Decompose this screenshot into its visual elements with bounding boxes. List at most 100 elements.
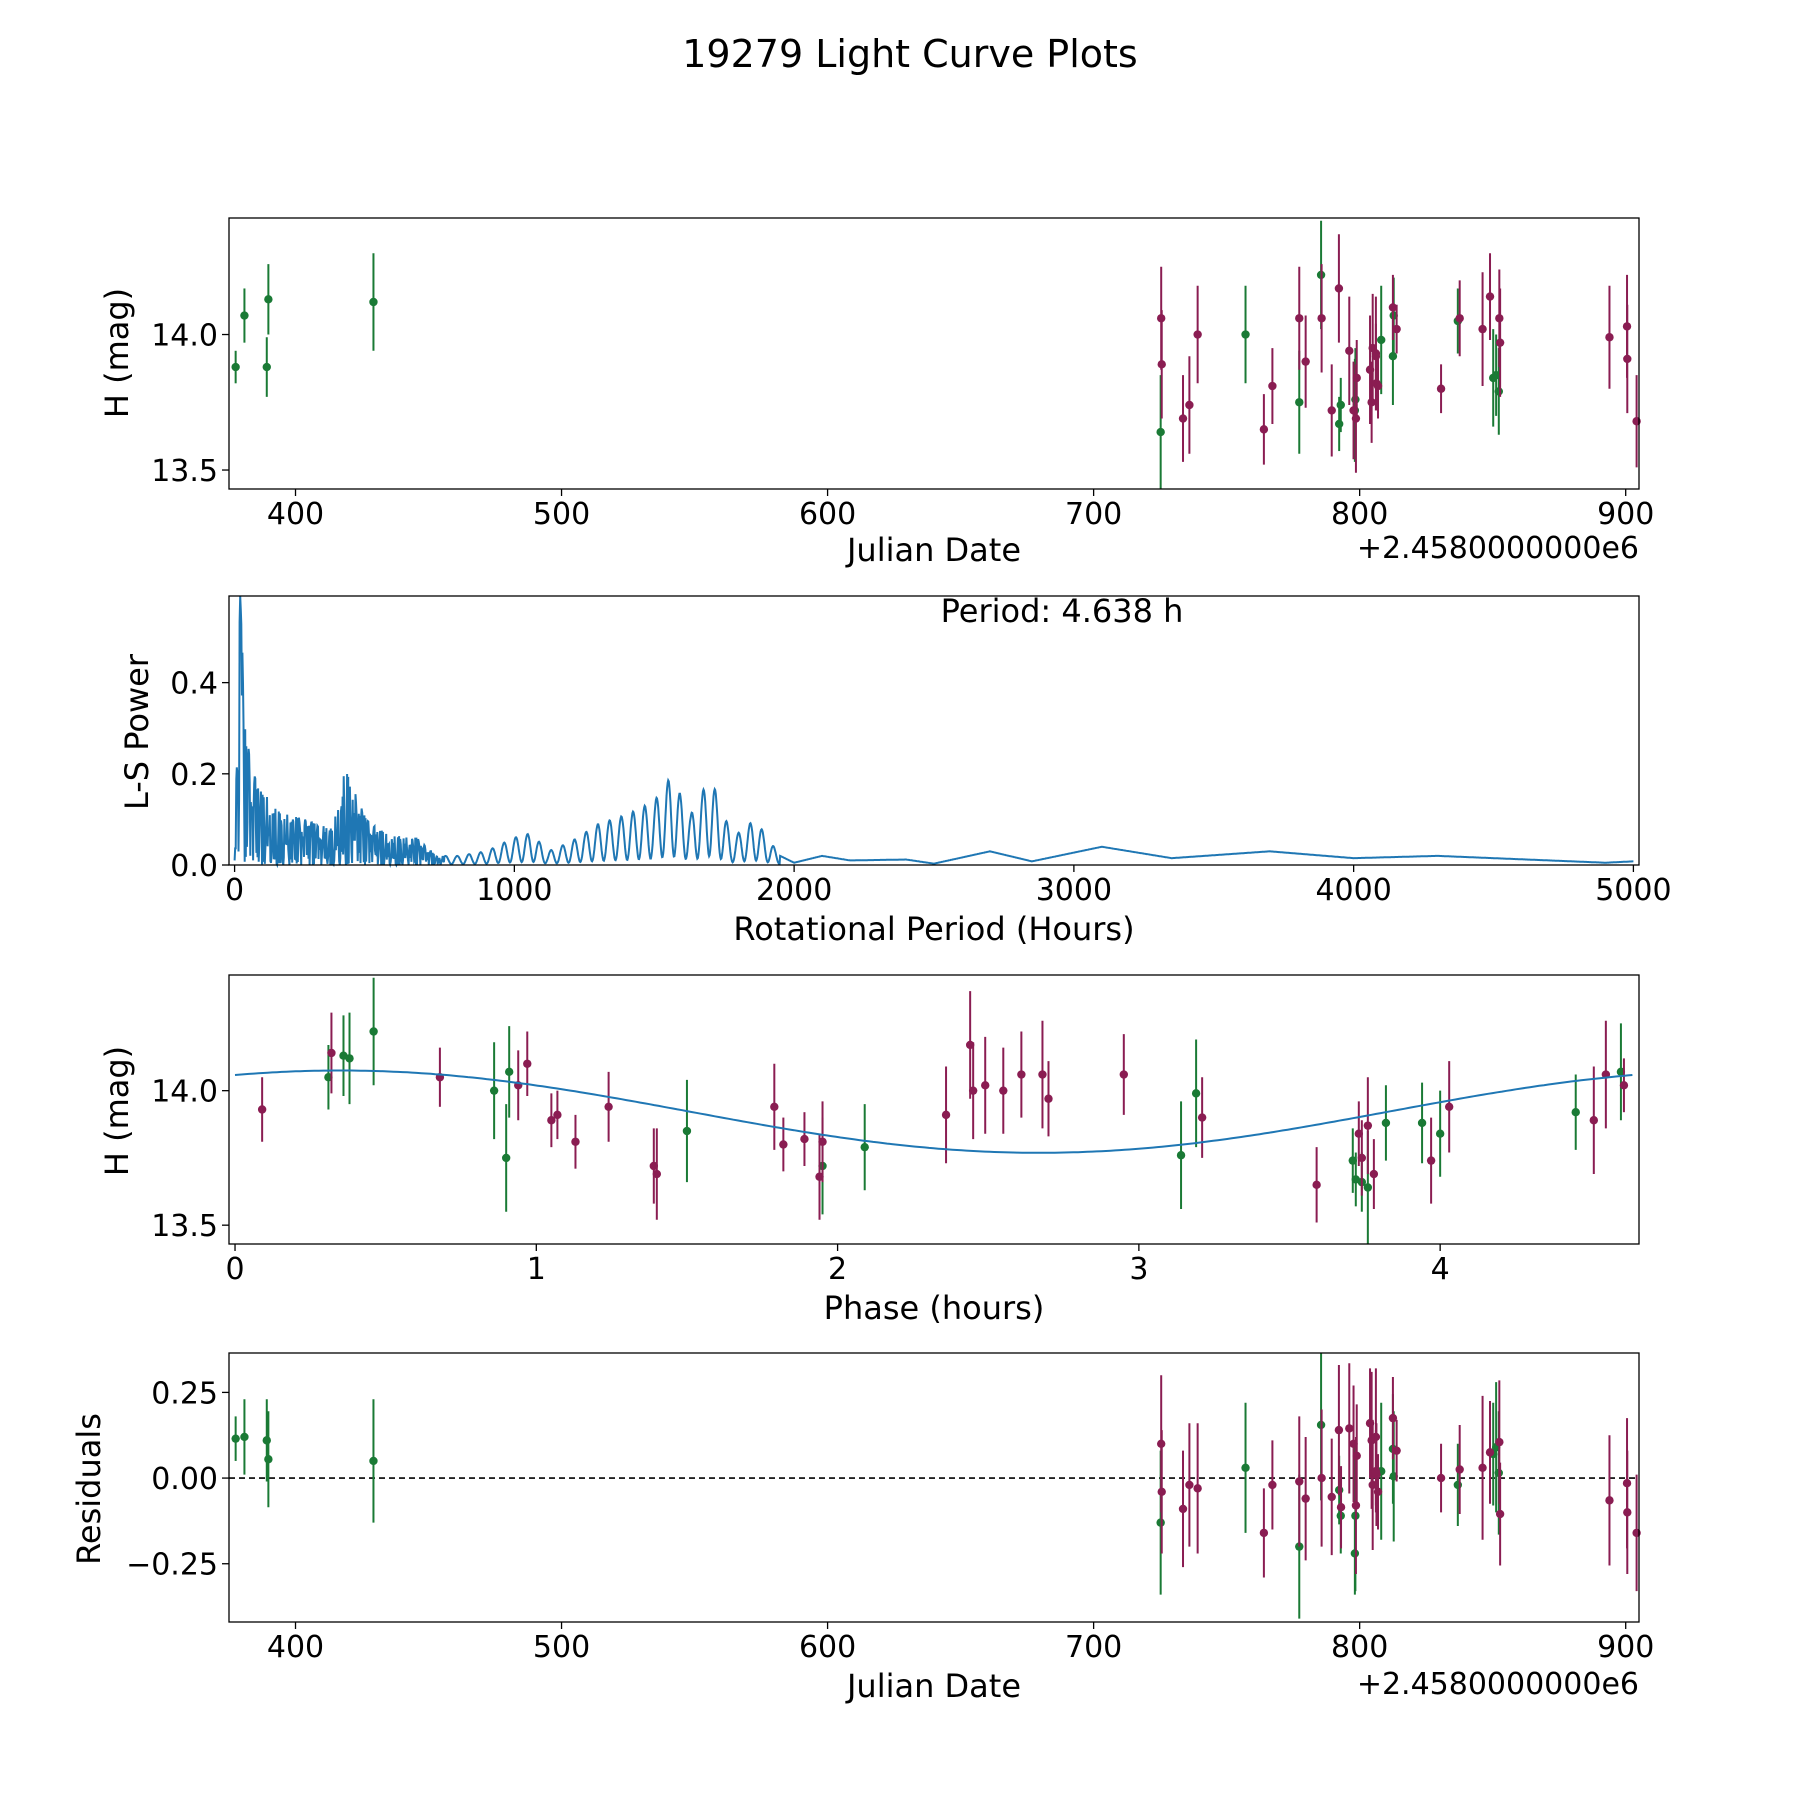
data-point-purple: [1157, 360, 1166, 369]
data-point-purple: [1388, 1413, 1398, 1423]
x-tick-label: 3000: [1036, 873, 1112, 908]
data-point-purple: [1371, 352, 1381, 361]
data-point-purple: [1268, 1480, 1277, 1490]
phased-ylabel: H (mag): [98, 1046, 136, 1176]
data-point-purple: [1301, 1494, 1310, 1503]
data-point-purple: [1345, 346, 1354, 355]
data-point-green: [1191, 1089, 1201, 1098]
x-tick-label: 4000: [1315, 873, 1391, 908]
data-point-purple: [1351, 414, 1361, 423]
residuals-frame: [228, 1352, 1640, 1623]
x-tick-label: 400: [267, 497, 324, 532]
data-point-purple: [1392, 324, 1401, 334]
data-point-green: [1363, 1183, 1373, 1192]
data-point-green: [345, 1054, 354, 1063]
data-point-purple: [1623, 1508, 1632, 1517]
data-point-purple: [571, 1137, 580, 1146]
y-tick-label: 0.4: [170, 667, 218, 702]
data-point-purple: [779, 1140, 788, 1149]
x-tick-label: 4: [1431, 1252, 1450, 1287]
data-point-purple: [1478, 1463, 1487, 1472]
data-point-green: [1241, 330, 1250, 339]
data-point-green: [264, 1455, 273, 1464]
y-tick-label: 14.0: [151, 1075, 218, 1110]
x-tick-label: 700: [1065, 1630, 1122, 1665]
y-tick-label: 0.0: [170, 849, 218, 884]
data-point-purple: [604, 1102, 613, 1112]
data-point-green: [1435, 1129, 1445, 1138]
data-point-purple: [1185, 1480, 1194, 1490]
data-point-green: [240, 1432, 249, 1442]
data-point-purple: [1363, 1121, 1373, 1130]
data-point-purple: [1259, 425, 1269, 434]
y-tick-label: 0.00: [151, 1462, 218, 1497]
x-tick-label: 800: [1331, 497, 1388, 532]
y-tick-label: 13.5: [151, 1209, 218, 1244]
x-tick-label: 0: [225, 1252, 244, 1287]
x-tick-label: 800: [1331, 1630, 1388, 1665]
data-point-green: [1295, 1542, 1304, 1551]
data-point-purple: [1178, 1504, 1188, 1514]
data-point-green: [231, 362, 240, 372]
lightcurve-plot-area: [231, 220, 1641, 489]
data-point-green: [1381, 1118, 1391, 1128]
residuals-plot-area: [229, 1353, 1641, 1619]
data-point-purple: [1301, 357, 1310, 366]
data-point-green: [1377, 335, 1386, 345]
data-point-green: [489, 1086, 499, 1095]
data-point-purple: [1619, 1081, 1629, 1090]
data-point-purple: [941, 1110, 951, 1120]
x-tick-label: 5000: [1595, 873, 1671, 908]
data-point-purple: [1495, 1509, 1505, 1519]
data-point-purple: [1605, 333, 1614, 342]
data-point-green: [1453, 1480, 1463, 1490]
data-point-purple: [1455, 1465, 1464, 1474]
data-point-purple: [1444, 1102, 1454, 1112]
data-point-purple: [1044, 1094, 1053, 1103]
data-point-green: [1571, 1107, 1580, 1117]
data-point-purple: [1495, 1437, 1504, 1447]
x-tick-label: 0: [225, 873, 244, 908]
data-point-purple: [1197, 1113, 1207, 1122]
data-point-purple: [1623, 354, 1632, 364]
data-point-purple: [1485, 1448, 1495, 1457]
data-point-green: [369, 1027, 378, 1036]
data-point-purple: [818, 1137, 827, 1146]
phased-xlabel: Phase (hours): [824, 1289, 1045, 1327]
data-point-green: [1336, 400, 1345, 410]
x-tick-label: 900: [1597, 497, 1654, 532]
x-tick-label: 600: [799, 497, 856, 532]
periodogram-frame: [228, 595, 1640, 866]
data-point-green: [1388, 352, 1398, 361]
x-tick-label: 900: [1597, 1630, 1654, 1665]
period-annotation: Period: 4.638 h: [941, 592, 1184, 630]
data-point-purple: [1295, 1477, 1304, 1486]
x-tick-label: 2000: [756, 873, 832, 908]
data-point-purple: [1334, 284, 1344, 293]
data-point-purple: [1193, 330, 1202, 339]
data-point-purple: [1336, 1503, 1346, 1512]
data-point-purple: [1327, 1492, 1336, 1502]
data-point-purple: [1295, 314, 1304, 323]
data-point-purple: [981, 1081, 990, 1090]
data-point-purple: [1478, 324, 1487, 334]
data-point-purple: [1495, 338, 1505, 347]
data-point-green: [240, 311, 249, 320]
y-tick-label: 13.5: [151, 454, 218, 489]
data-point-purple: [1334, 1425, 1344, 1435]
data-point-purple: [968, 1086, 978, 1095]
lightcurve-xlabel: Julian Date: [845, 531, 1021, 569]
phased-plot-area: [234, 977, 1633, 1244]
data-point-purple: [1351, 1501, 1361, 1510]
data-point-green: [1176, 1151, 1186, 1160]
residuals-offset-text: +2.4580000000e6: [1357, 1667, 1639, 1702]
lightcurve-panel: Julian Date H (mag) +2.4580000000e6 400 5…: [98, 217, 1654, 569]
data-point-purple: [1605, 1496, 1614, 1505]
data-point-purple: [999, 1086, 1008, 1095]
data-point-purple: [1017, 1070, 1026, 1079]
data-point-purple: [1392, 1446, 1401, 1455]
data-point-purple: [1178, 414, 1188, 423]
periodogram-plot-area: [233, 595, 1634, 869]
data-point-purple: [1455, 314, 1464, 323]
data-point-green: [1417, 1118, 1427, 1128]
